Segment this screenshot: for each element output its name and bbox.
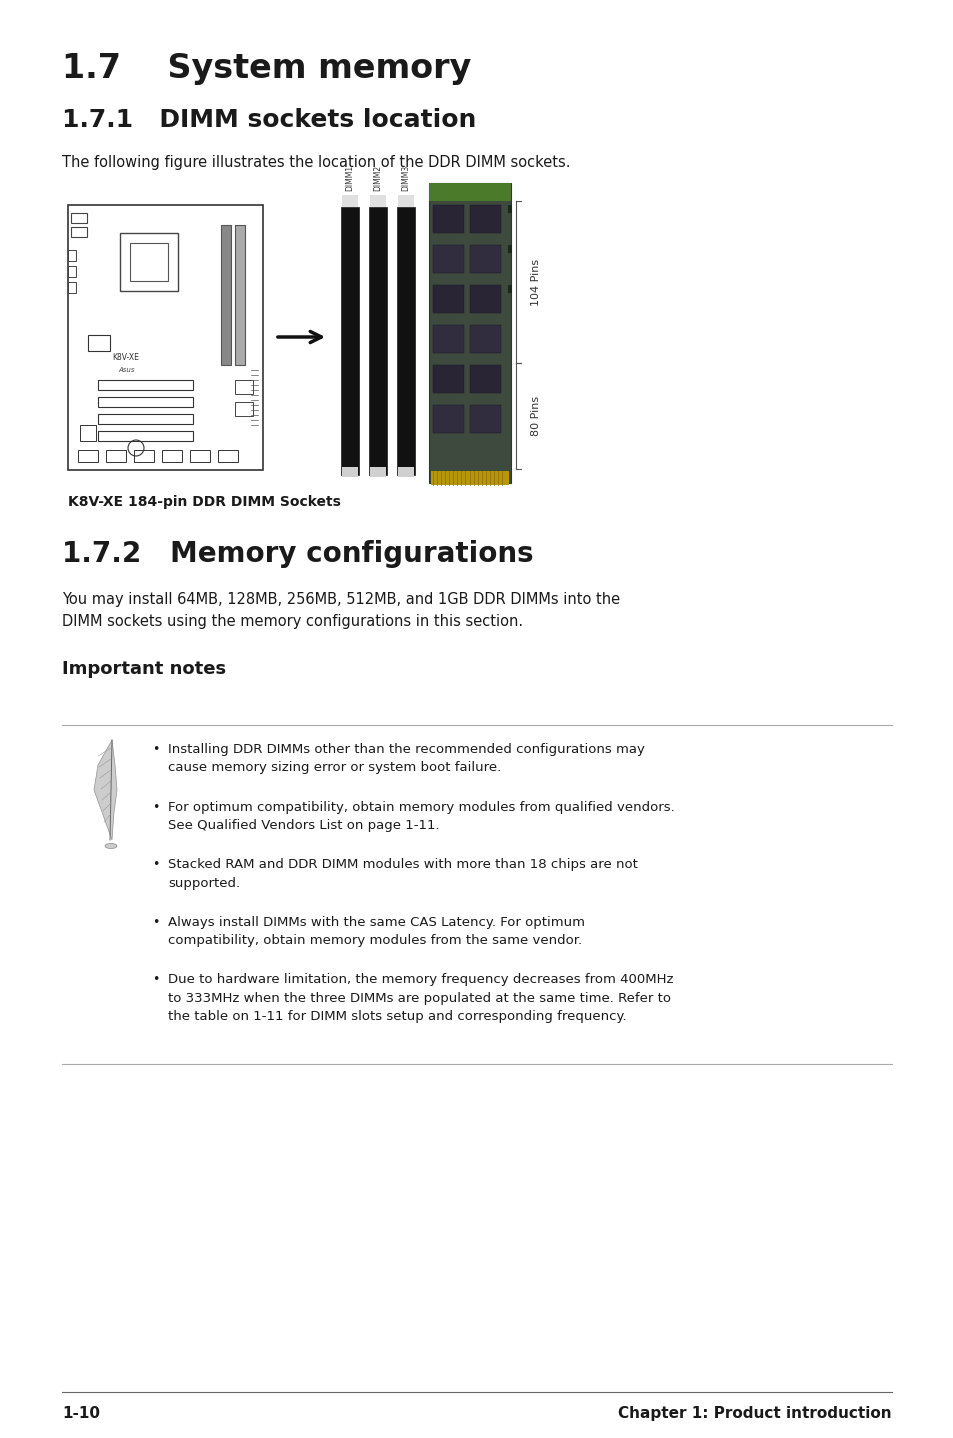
Text: •: • [152,858,159,871]
Text: Installing DDR DIMMs other than the recommended configurations may
cause memory : Installing DDR DIMMs other than the reco… [168,743,644,775]
Bar [98,397,193,407]
Text: 1-10: 1-10 [62,1406,100,1421]
Text: For optimum compatibility, obtain memory modules from qualified vendors.
See Qua: For optimum compatibility, obtain memory… [168,801,674,833]
Text: Asus: Asus [118,367,134,372]
Bar [470,285,500,313]
Text: Due to hardware limitation, the memory frequency decreases from 400MHz
to 333MHz: Due to hardware limitation, the memory f… [168,974,673,1024]
Text: K8V-XE 184-pin DDR DIMM Sockets: K8V-XE 184-pin DDR DIMM Sockets [68,495,340,509]
Bar [234,403,253,416]
Bar [457,479,465,485]
Text: You may install 64MB, 128MB, 256MB, 512MB, and 1GB DDR DIMMs into the
DIMM socke: You may install 64MB, 128MB, 256MB, 512M… [62,592,619,630]
Bar [470,206,500,233]
Polygon shape [94,741,117,840]
Bar [80,426,96,441]
Bar [397,467,414,477]
Bar [470,325,500,352]
Bar [234,380,253,394]
Text: DIMM2: DIMM2 [374,165,382,191]
Bar [396,207,415,475]
Bar [470,365,500,393]
Bar [429,183,511,201]
Text: DIMM1: DIMM1 [345,165,355,191]
Bar [221,224,231,365]
Bar [68,282,76,293]
Text: Important notes: Important notes [62,660,226,677]
Text: 80 Pins: 80 Pins [531,395,540,436]
Bar [130,243,168,280]
Bar [433,206,463,233]
Bar [218,450,237,462]
Bar [106,450,126,462]
Bar [507,206,512,213]
Bar [340,207,358,475]
Bar [370,196,386,207]
Text: The following figure illustrates the location of the DDR DIMM sockets.: The following figure illustrates the loc… [62,155,570,170]
Bar [433,285,463,313]
Bar [78,450,98,462]
Bar [71,213,87,223]
FancyArrowPatch shape [277,331,321,342]
Bar [429,183,511,483]
Ellipse shape [105,844,117,848]
Bar [341,467,357,477]
Bar [341,196,357,207]
Bar [120,233,178,290]
Bar [71,227,87,237]
Bar [88,335,110,351]
Text: •: • [152,801,159,814]
Bar [370,467,386,477]
Text: Stacked RAM and DDR DIMM modules with more than 18 chips are not
supported.: Stacked RAM and DDR DIMM modules with mo… [168,858,638,890]
Bar [68,250,76,262]
Bar [507,244,512,253]
Text: Always install DIMMs with the same CAS Latency. For optimum
compatibility, obtai: Always install DIMMs with the same CAS L… [168,916,584,948]
Bar [433,244,463,273]
Bar [98,431,193,441]
Bar [470,244,500,273]
Bar [433,365,463,393]
Text: •: • [152,916,159,929]
Bar [133,450,153,462]
Bar [507,285,512,293]
Text: •: • [152,743,159,756]
Text: •: • [152,974,159,986]
Text: Chapter 1: Product introduction: Chapter 1: Product introduction [618,1406,891,1421]
Text: DIMM3: DIMM3 [401,165,410,191]
Bar [98,380,193,390]
Bar [68,266,76,278]
Text: 1.7    System memory: 1.7 System memory [62,52,471,85]
Bar [234,224,245,365]
Bar [433,325,463,352]
Text: K8V-XE: K8V-XE [112,352,139,362]
Bar [369,207,387,475]
Bar [68,206,263,470]
Bar [190,450,210,462]
Text: 1.7.2   Memory configurations: 1.7.2 Memory configurations [62,541,533,568]
Bar [470,406,500,433]
Bar [98,414,193,424]
Text: 1.7.1   DIMM sockets location: 1.7.1 DIMM sockets location [62,108,476,132]
Text: 104 Pins: 104 Pins [531,259,540,305]
Bar [397,196,414,207]
Bar [433,406,463,433]
Bar [162,450,182,462]
Bar [431,472,509,485]
